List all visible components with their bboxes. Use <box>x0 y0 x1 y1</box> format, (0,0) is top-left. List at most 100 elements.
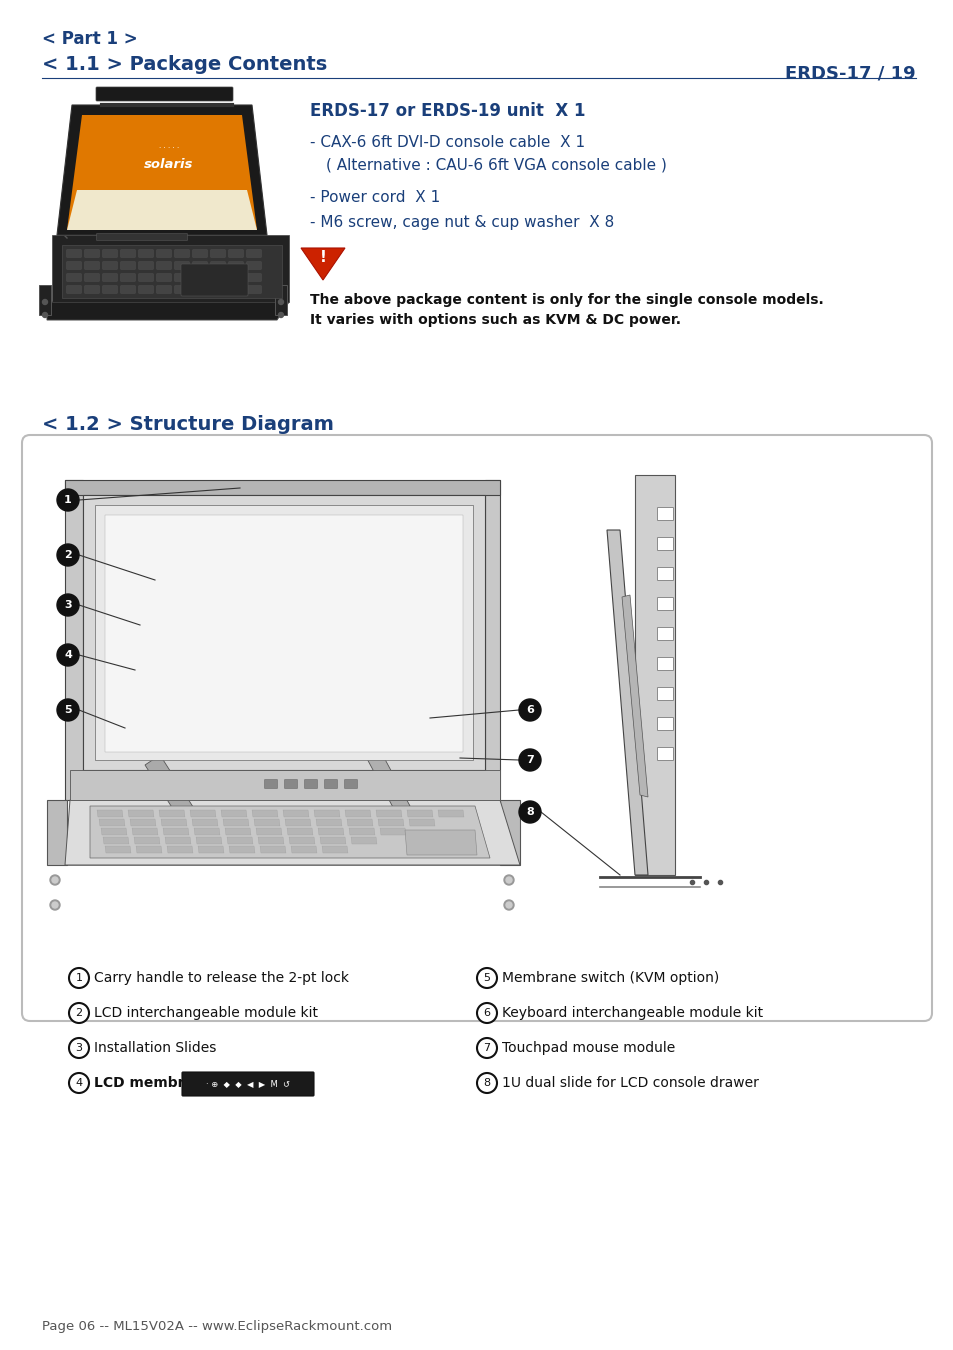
Polygon shape <box>95 505 473 760</box>
Polygon shape <box>62 244 282 298</box>
Polygon shape <box>159 810 185 817</box>
Circle shape <box>505 902 512 909</box>
FancyBboxPatch shape <box>304 779 317 788</box>
FancyBboxPatch shape <box>174 262 189 269</box>
Polygon shape <box>365 751 410 811</box>
Polygon shape <box>283 810 309 817</box>
Circle shape <box>57 699 79 721</box>
Circle shape <box>43 312 48 317</box>
FancyBboxPatch shape <box>657 628 673 640</box>
FancyBboxPatch shape <box>657 567 673 580</box>
Text: Keyboard interchangeable module kit: Keyboard interchangeable module kit <box>501 1006 762 1021</box>
Text: 3: 3 <box>75 1044 82 1053</box>
Circle shape <box>43 300 48 305</box>
FancyBboxPatch shape <box>274 285 287 315</box>
FancyBboxPatch shape <box>211 262 225 269</box>
Polygon shape <box>99 819 125 826</box>
Polygon shape <box>105 846 131 853</box>
Polygon shape <box>301 248 345 279</box>
FancyBboxPatch shape <box>156 274 172 281</box>
FancyBboxPatch shape <box>174 286 189 293</box>
Text: !: ! <box>319 251 326 266</box>
Polygon shape <box>67 190 256 230</box>
FancyBboxPatch shape <box>247 286 261 293</box>
FancyBboxPatch shape <box>156 286 172 293</box>
Circle shape <box>57 489 79 512</box>
Text: 1: 1 <box>75 973 82 983</box>
FancyBboxPatch shape <box>211 250 225 258</box>
Text: solaris: solaris <box>144 158 193 171</box>
Circle shape <box>50 875 60 886</box>
Polygon shape <box>407 810 433 817</box>
Polygon shape <box>195 837 222 844</box>
FancyBboxPatch shape <box>67 286 81 293</box>
Polygon shape <box>260 846 286 853</box>
FancyBboxPatch shape <box>657 717 673 730</box>
FancyBboxPatch shape <box>657 598 673 610</box>
Polygon shape <box>65 481 83 801</box>
FancyBboxPatch shape <box>193 286 207 293</box>
Polygon shape <box>65 481 499 495</box>
FancyBboxPatch shape <box>657 748 673 760</box>
FancyBboxPatch shape <box>138 274 153 281</box>
Circle shape <box>52 902 58 909</box>
FancyBboxPatch shape <box>174 250 189 258</box>
FancyBboxPatch shape <box>193 250 207 258</box>
Text: 7: 7 <box>525 755 534 765</box>
Polygon shape <box>437 810 463 817</box>
Text: · ⊕  ◆  ◆  ◀  ▶  M  ↺: · ⊕ ◆ ◆ ◀ ▶ M ↺ <box>206 1080 290 1088</box>
Polygon shape <box>57 105 267 235</box>
Polygon shape <box>317 828 344 836</box>
Text: 4: 4 <box>75 1079 83 1088</box>
Polygon shape <box>484 481 499 801</box>
Polygon shape <box>375 810 401 817</box>
Polygon shape <box>377 819 403 826</box>
Polygon shape <box>190 810 215 817</box>
Text: Installation Slides: Installation Slides <box>94 1041 216 1054</box>
Text: - CAX-6 6ft DVI-D console cable  X 1: - CAX-6 6ft DVI-D console cable X 1 <box>310 135 584 150</box>
Polygon shape <box>161 819 187 826</box>
Circle shape <box>503 875 514 886</box>
Polygon shape <box>130 819 156 826</box>
FancyBboxPatch shape <box>181 265 248 296</box>
Polygon shape <box>132 828 158 836</box>
Text: Membrane switch (KVM option): Membrane switch (KVM option) <box>501 971 719 986</box>
FancyBboxPatch shape <box>499 801 519 865</box>
Polygon shape <box>287 828 313 836</box>
FancyBboxPatch shape <box>96 234 188 240</box>
FancyBboxPatch shape <box>229 262 243 269</box>
Polygon shape <box>145 755 194 819</box>
Polygon shape <box>621 595 647 796</box>
FancyBboxPatch shape <box>85 262 99 269</box>
FancyBboxPatch shape <box>657 687 673 701</box>
FancyBboxPatch shape <box>67 262 81 269</box>
Polygon shape <box>128 810 153 817</box>
FancyBboxPatch shape <box>229 286 243 293</box>
FancyBboxPatch shape <box>138 250 153 258</box>
Polygon shape <box>103 837 129 844</box>
FancyBboxPatch shape <box>47 801 67 865</box>
FancyBboxPatch shape <box>156 250 172 258</box>
FancyBboxPatch shape <box>103 250 117 258</box>
Polygon shape <box>223 819 249 826</box>
Text: 5: 5 <box>64 705 71 716</box>
Text: 8: 8 <box>525 807 534 817</box>
Circle shape <box>278 312 283 317</box>
Polygon shape <box>83 495 484 770</box>
Text: < 1.2 > Structure Diagram: < 1.2 > Structure Diagram <box>42 414 334 433</box>
Polygon shape <box>314 810 339 817</box>
Text: 1: 1 <box>64 495 71 505</box>
Circle shape <box>518 699 540 721</box>
Polygon shape <box>347 819 373 826</box>
Text: - Power cord  X 1: - Power cord X 1 <box>310 190 439 205</box>
Polygon shape <box>105 514 462 752</box>
Text: - M6 screw, cage nut & cup washer  X 8: - M6 screw, cage nut & cup washer X 8 <box>310 215 614 230</box>
FancyBboxPatch shape <box>193 274 207 281</box>
Polygon shape <box>635 475 675 875</box>
FancyBboxPatch shape <box>344 779 357 788</box>
Polygon shape <box>101 828 127 836</box>
Text: 1U dual slide for LCD console drawer: 1U dual slide for LCD console drawer <box>501 1076 758 1089</box>
Polygon shape <box>65 801 519 865</box>
Polygon shape <box>405 830 476 855</box>
Circle shape <box>278 300 283 305</box>
